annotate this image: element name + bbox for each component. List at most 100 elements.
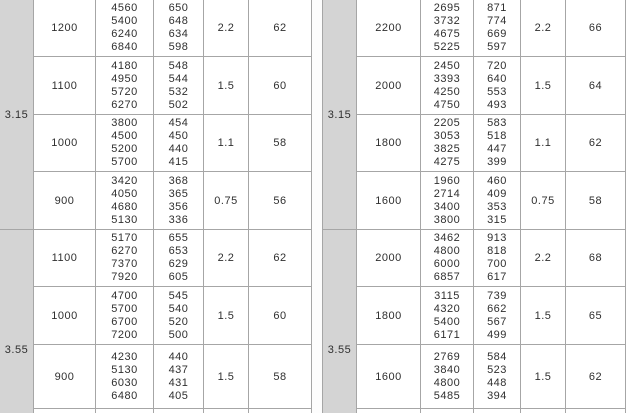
noise-value: 66 [565,0,626,57]
flow-value: 3732 [433,15,461,27]
flow-value: 4700 [111,289,138,302]
cropped-cell [565,408,626,413]
fan-spec-table-left: 3.15 1200 4560 5400 6240 6840 650 648 634 598 2.2 6… [0,0,312,413]
flow-value: 2769 [433,350,461,363]
pressure-value: 518 [487,130,507,142]
speed-value: 1600 [356,344,421,409]
cropped-cell [248,408,312,413]
pressure-cell: 454 450 440 415 [153,114,204,172]
flow-value: 1960 [433,174,461,187]
cropped-cell [203,408,249,413]
table-row: 3.15 1200 4560 5400 6240 6840 650 648 634 598 2.2 6… [0,0,312,230]
flow-value: 4675 [433,28,461,40]
flow-cell: 3800 4500 5200 5700 [95,114,154,172]
table-row: 1600 2769 3840 4800 5485 584 523 448 394 1.5 62 [323,344,626,409]
pressure-value: 567 [487,315,507,328]
pressure-value: 669 [487,28,507,40]
pressure-value: 662 [487,302,507,315]
noise-value: 64 [565,56,626,115]
speed-value: 1800 [356,286,421,345]
speed-value: 1100 [33,229,96,287]
flow-cell: 3420 4050 4680 5130 [95,171,154,230]
flow-value: 5225 [433,41,461,53]
noise-value: 58 [565,171,626,230]
flow-value: 2205 [433,117,461,129]
pressure-value: 605 [168,271,189,283]
pressure-cell: 584 523 448 394 [473,344,521,409]
flow-cell: 3462 4800 6000 6857 [420,229,474,287]
flow-value: 4750 [433,98,461,111]
flow-cell: 4560 5400 6240 6840 [95,0,154,57]
pressure-cell: 650 648 634 598 [153,0,204,57]
speed-value: 1100 [33,56,96,115]
speed-value: 1600 [356,171,421,230]
power-value: 0.75 [520,171,566,230]
flow-value: 4500 [111,130,138,142]
flow-value: 7920 [111,271,138,283]
noise-value: 62 [248,0,312,57]
flow-value: 7370 [111,258,138,270]
pressure-cell: 720 640 553 493 [473,56,521,115]
flow-value: 6480 [111,389,138,402]
pressure-value: 448 [487,376,507,389]
flow-value: 5170 [111,232,138,244]
pressure-value: 648 [168,15,189,27]
flow-value: 3800 [111,117,138,129]
pressure-value: 583 [487,117,507,129]
flow-cell: 4230 5130 6030 6480 [95,344,154,409]
flow-cell: 2450 3393 4250 4750 [420,56,474,115]
speed-value: 1000 [33,286,96,345]
pressure-value: 500 [168,328,189,341]
cropped-cell [420,408,474,413]
flow-value: 4800 [433,376,461,389]
size-cell: 3.15 [0,0,34,230]
pressure-value: 336 [168,213,189,226]
table-row: 1800 2205 3053 3825 4275 583 518 447 399 1.1 62 [323,114,626,172]
table-row: 900 3420 4050 4680 5130 368 365 356 336 0.75 56 [0,171,312,230]
pressure-value: 871 [487,2,507,14]
pressure-value: 405 [168,389,189,402]
pressure-value: 548 [168,59,189,72]
flow-value: 6700 [111,315,138,328]
flow-value: 6000 [433,258,461,270]
pressure-value: 409 [487,187,507,200]
flow-value: 6270 [111,98,138,111]
size-value: 3.55 [4,344,29,356]
flow-cell: 5170 6270 7370 7920 [95,229,154,287]
size-cell: 3.55 [322,229,357,413]
power-value: 2.2 [203,229,249,287]
pressure-value: 818 [487,245,507,257]
noise-value: 58 [248,114,312,172]
speed-value: 900 [33,344,96,409]
pressure-value: 493 [487,98,507,111]
flow-value: 6240 [111,28,138,40]
cropped-cell [95,408,154,413]
flow-value: 3462 [433,232,461,244]
flow-cell: 2769 3840 4800 5485 [420,344,474,409]
size-value: 3.55 [327,344,352,356]
speed-value: 2200 [356,0,421,57]
table-row: 1800 3115 4320 5400 6171 739 662 567 499 1.5 65 [323,286,626,345]
flow-value: 6270 [111,245,138,257]
pressure-value: 653 [168,245,189,257]
noise-value: 68 [565,229,626,287]
pressure-value: 598 [168,41,189,53]
flow-value: 3053 [433,130,461,142]
flow-value: 3420 [111,174,138,187]
fan-spec-table-right: 3.15 2200 2695 3732 4675 5225 871 774 669 597 2.2 6… [322,0,626,413]
pressure-value: 774 [487,15,507,27]
pressure-value: 399 [487,156,507,168]
flow-value: 4050 [111,187,138,200]
table-body-left: 3.15 1200 4560 5400 6240 6840 650 648 634 598 2.2 6… [0,0,312,413]
pressure-value: 499 [487,328,507,341]
cropped-row [323,408,626,413]
noise-value: 56 [248,171,312,230]
pressure-cell: 368 365 356 336 [153,171,204,230]
flow-cell: 2205 3053 3825 4275 [420,114,474,172]
flow-value: 4800 [433,245,461,257]
table-row: 1000 4700 5700 6700 7200 545 540 520 500 1.5 60 [0,286,312,345]
pressure-value: 523 [487,363,507,376]
size-cell: 3.55 [0,229,34,413]
flow-value: 6840 [111,41,138,53]
flow-cell: 3115 4320 5400 6171 [420,286,474,345]
